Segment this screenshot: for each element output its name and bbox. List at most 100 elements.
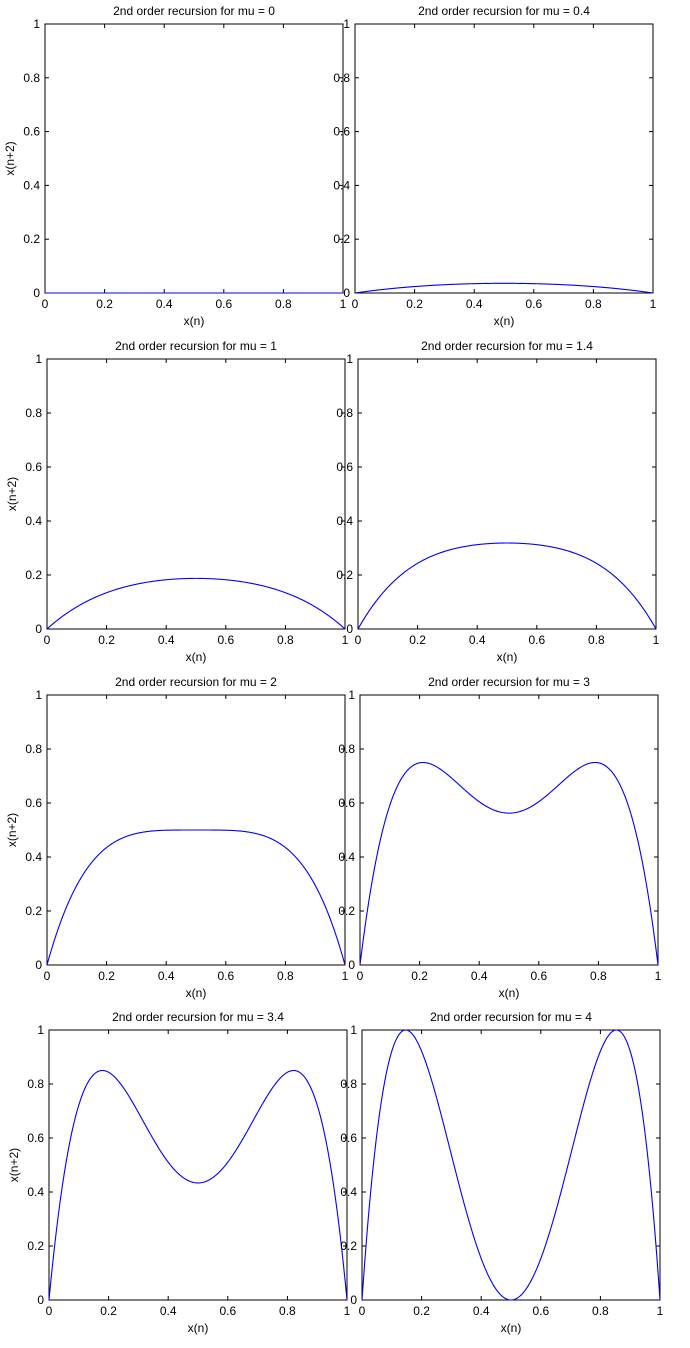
y-axis-label: x(n+2) xyxy=(7,1148,21,1182)
x-tick-label: 1 xyxy=(344,1304,351,1318)
x-tick-label: 1 xyxy=(650,297,657,311)
series-line xyxy=(354,282,654,294)
subplot-7: 0 0.2 0.4 0.6 0.8 1 0 0.2 0.4 0.6 0.8 1 2nd order re… xyxy=(7,1010,351,1335)
x-tick-label: 0.6 xyxy=(215,297,232,311)
y-axis-label: x(n+2) xyxy=(3,141,17,175)
series-line xyxy=(357,542,657,630)
y-tick-label: 0.8 xyxy=(25,406,42,420)
chart-title: 2nd order recursion for mu = 3 xyxy=(428,675,590,689)
x-tick-label: 0.4 xyxy=(158,633,175,647)
y-tick-label: 0.4 xyxy=(25,850,42,864)
y-tick-label: 0.4 xyxy=(25,514,42,528)
y-tick-label: 0 xyxy=(346,622,353,636)
x-tick-label: 0.2 xyxy=(100,1304,117,1318)
chart-title: 2nd order recursion for mu = 2 xyxy=(115,675,277,689)
y-tick-label: 0.8 xyxy=(333,71,350,85)
x-tick-label: 0.8 xyxy=(277,633,294,647)
y-tick-label: 1 xyxy=(35,688,42,702)
x-tick-label: 0 xyxy=(46,1304,53,1318)
x-tick-label: 0.2 xyxy=(98,969,115,983)
y-tick-label: 0.8 xyxy=(23,71,40,85)
x-tick-label: 0.4 xyxy=(473,1304,490,1318)
y-tick-label: 1 xyxy=(346,352,353,366)
y-tick-label: 0 xyxy=(348,958,355,972)
subplot-3: 0 0.2 0.4 0.6 0.8 1 0 0.2 0.4 0.6 0.8 1 2nd order re… xyxy=(5,339,349,664)
x-tick-label: 0 xyxy=(359,1304,366,1318)
series-line xyxy=(361,1029,661,1301)
x-tick-label: 1 xyxy=(342,633,349,647)
x-tick-label: 1 xyxy=(342,969,349,983)
x-axis-label: x(n) xyxy=(186,650,207,664)
plot-frame xyxy=(48,1029,348,1301)
y-tick-label: 0.6 xyxy=(25,796,42,810)
x-axis-label: x(n) xyxy=(501,1321,522,1335)
y-tick-label: 0.2 xyxy=(333,232,350,246)
y-tick-label: 1 xyxy=(350,1023,357,1037)
chart-title: 2nd order recursion for mu = 4 xyxy=(430,1010,592,1024)
y-axis-label: x(n+2) xyxy=(5,813,19,847)
series-line xyxy=(46,577,346,630)
plot-frame xyxy=(357,358,657,630)
series-line xyxy=(46,829,346,966)
y-tick-label: 0.6 xyxy=(27,1131,44,1145)
x-tick-label: 0.6 xyxy=(525,297,542,311)
y-tick-label: 1 xyxy=(33,17,40,31)
x-tick-label: 0.8 xyxy=(588,633,605,647)
x-axis-label: x(n) xyxy=(186,986,207,1000)
x-tick-label: 0 xyxy=(42,297,49,311)
y-tick-label: 0.2 xyxy=(27,1239,44,1253)
y-tick-label: 0.6 xyxy=(336,460,353,474)
y-tick-label: 0.6 xyxy=(25,460,42,474)
y-tick-label: 0.8 xyxy=(336,406,353,420)
x-tick-label: 0.8 xyxy=(279,1304,296,1318)
y-tick-label: 0 xyxy=(33,286,40,300)
y-tick-label: 1 xyxy=(343,17,350,31)
y-tick-label: 0.4 xyxy=(23,178,40,192)
x-tick-label: 0.4 xyxy=(469,633,486,647)
x-tick-label: 0.6 xyxy=(217,969,234,983)
x-tick-label: 1 xyxy=(340,297,347,311)
x-tick-label: 0.2 xyxy=(409,633,426,647)
x-tick-label: 0 xyxy=(44,633,51,647)
plot-frame xyxy=(354,23,654,294)
x-tick-label: 0.8 xyxy=(592,1304,609,1318)
x-tick-label: 0.6 xyxy=(219,1304,236,1318)
x-tick-label: 0.8 xyxy=(585,297,602,311)
x-tick-label: 0.6 xyxy=(528,633,545,647)
x-tick-label: 0.8 xyxy=(277,969,294,983)
y-tick-label: 0.4 xyxy=(340,1185,357,1199)
chart-title: 2nd order recursion for mu = 1 xyxy=(115,339,277,353)
y-tick-label: 0 xyxy=(350,1293,357,1307)
y-tick-label: 0.2 xyxy=(25,568,42,582)
x-tick-label: 0.8 xyxy=(275,297,292,311)
x-tick-label: 0.2 xyxy=(98,633,115,647)
y-tick-label: 0.6 xyxy=(338,796,355,810)
y-tick-label: 0 xyxy=(35,958,42,972)
series-line xyxy=(48,1069,348,1301)
y-tick-label: 0.4 xyxy=(27,1185,44,1199)
series-line xyxy=(359,761,659,966)
x-axis-label: x(n) xyxy=(497,650,518,664)
subplot-5: 0 0.2 0.4 0.6 0.8 1 0 0.2 0.4 0.6 0.8 1 2nd order re… xyxy=(5,675,349,1000)
x-tick-label: 0.4 xyxy=(160,1304,177,1318)
y-tick-label: 0 xyxy=(37,1293,44,1307)
x-tick-label: 0.2 xyxy=(406,297,423,311)
y-tick-label: 0.6 xyxy=(340,1131,357,1145)
x-tick-label: 1 xyxy=(655,969,662,983)
x-tick-label: 0 xyxy=(355,633,362,647)
x-tick-label: 0.6 xyxy=(217,633,234,647)
y-tick-label: 0.4 xyxy=(333,178,350,192)
chart-title: 2nd order recursion for mu = 0 xyxy=(113,4,275,18)
x-tick-label: 0 xyxy=(352,297,359,311)
y-tick-label: 1 xyxy=(37,1023,44,1037)
plot-frame xyxy=(359,694,659,966)
x-tick-label: 1 xyxy=(657,1304,664,1318)
x-axis-label: x(n) xyxy=(188,1321,209,1335)
y-tick-label: 0.2 xyxy=(25,904,42,918)
y-tick-label: 0.8 xyxy=(27,1077,44,1091)
x-tick-label: 0.4 xyxy=(466,297,483,311)
